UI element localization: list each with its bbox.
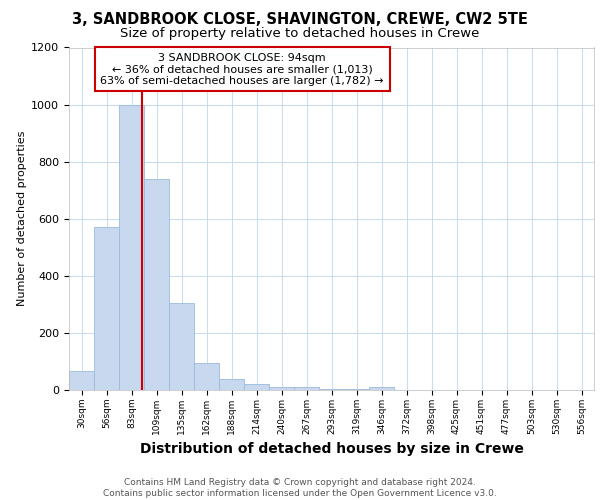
- Bar: [169, 303, 194, 390]
- Bar: [119, 104, 144, 390]
- Bar: [94, 228, 119, 390]
- Text: Size of property relative to detached houses in Crewe: Size of property relative to detached ho…: [121, 28, 479, 40]
- Bar: [69, 372, 94, 390]
- Bar: [269, 386, 294, 390]
- X-axis label: Distribution of detached houses by size in Crewe: Distribution of detached houses by size …: [140, 442, 523, 456]
- Bar: [219, 379, 244, 390]
- Bar: [144, 179, 169, 390]
- Text: 3, SANDBROOK CLOSE, SHAVINGTON, CREWE, CW2 5TE: 3, SANDBROOK CLOSE, SHAVINGTON, CREWE, C…: [72, 12, 528, 28]
- Text: Contains HM Land Registry data © Crown copyright and database right 2024.
Contai: Contains HM Land Registry data © Crown c…: [103, 478, 497, 498]
- Bar: [369, 386, 394, 390]
- Y-axis label: Number of detached properties: Number of detached properties: [17, 131, 27, 306]
- Bar: [344, 388, 369, 390]
- Bar: [294, 386, 319, 390]
- Bar: [244, 384, 269, 390]
- Bar: [194, 363, 219, 390]
- Bar: [319, 388, 344, 390]
- Text: 3 SANDBROOK CLOSE: 94sqm
← 36% of detached houses are smaller (1,013)
63% of sem: 3 SANDBROOK CLOSE: 94sqm ← 36% of detach…: [101, 52, 384, 86]
